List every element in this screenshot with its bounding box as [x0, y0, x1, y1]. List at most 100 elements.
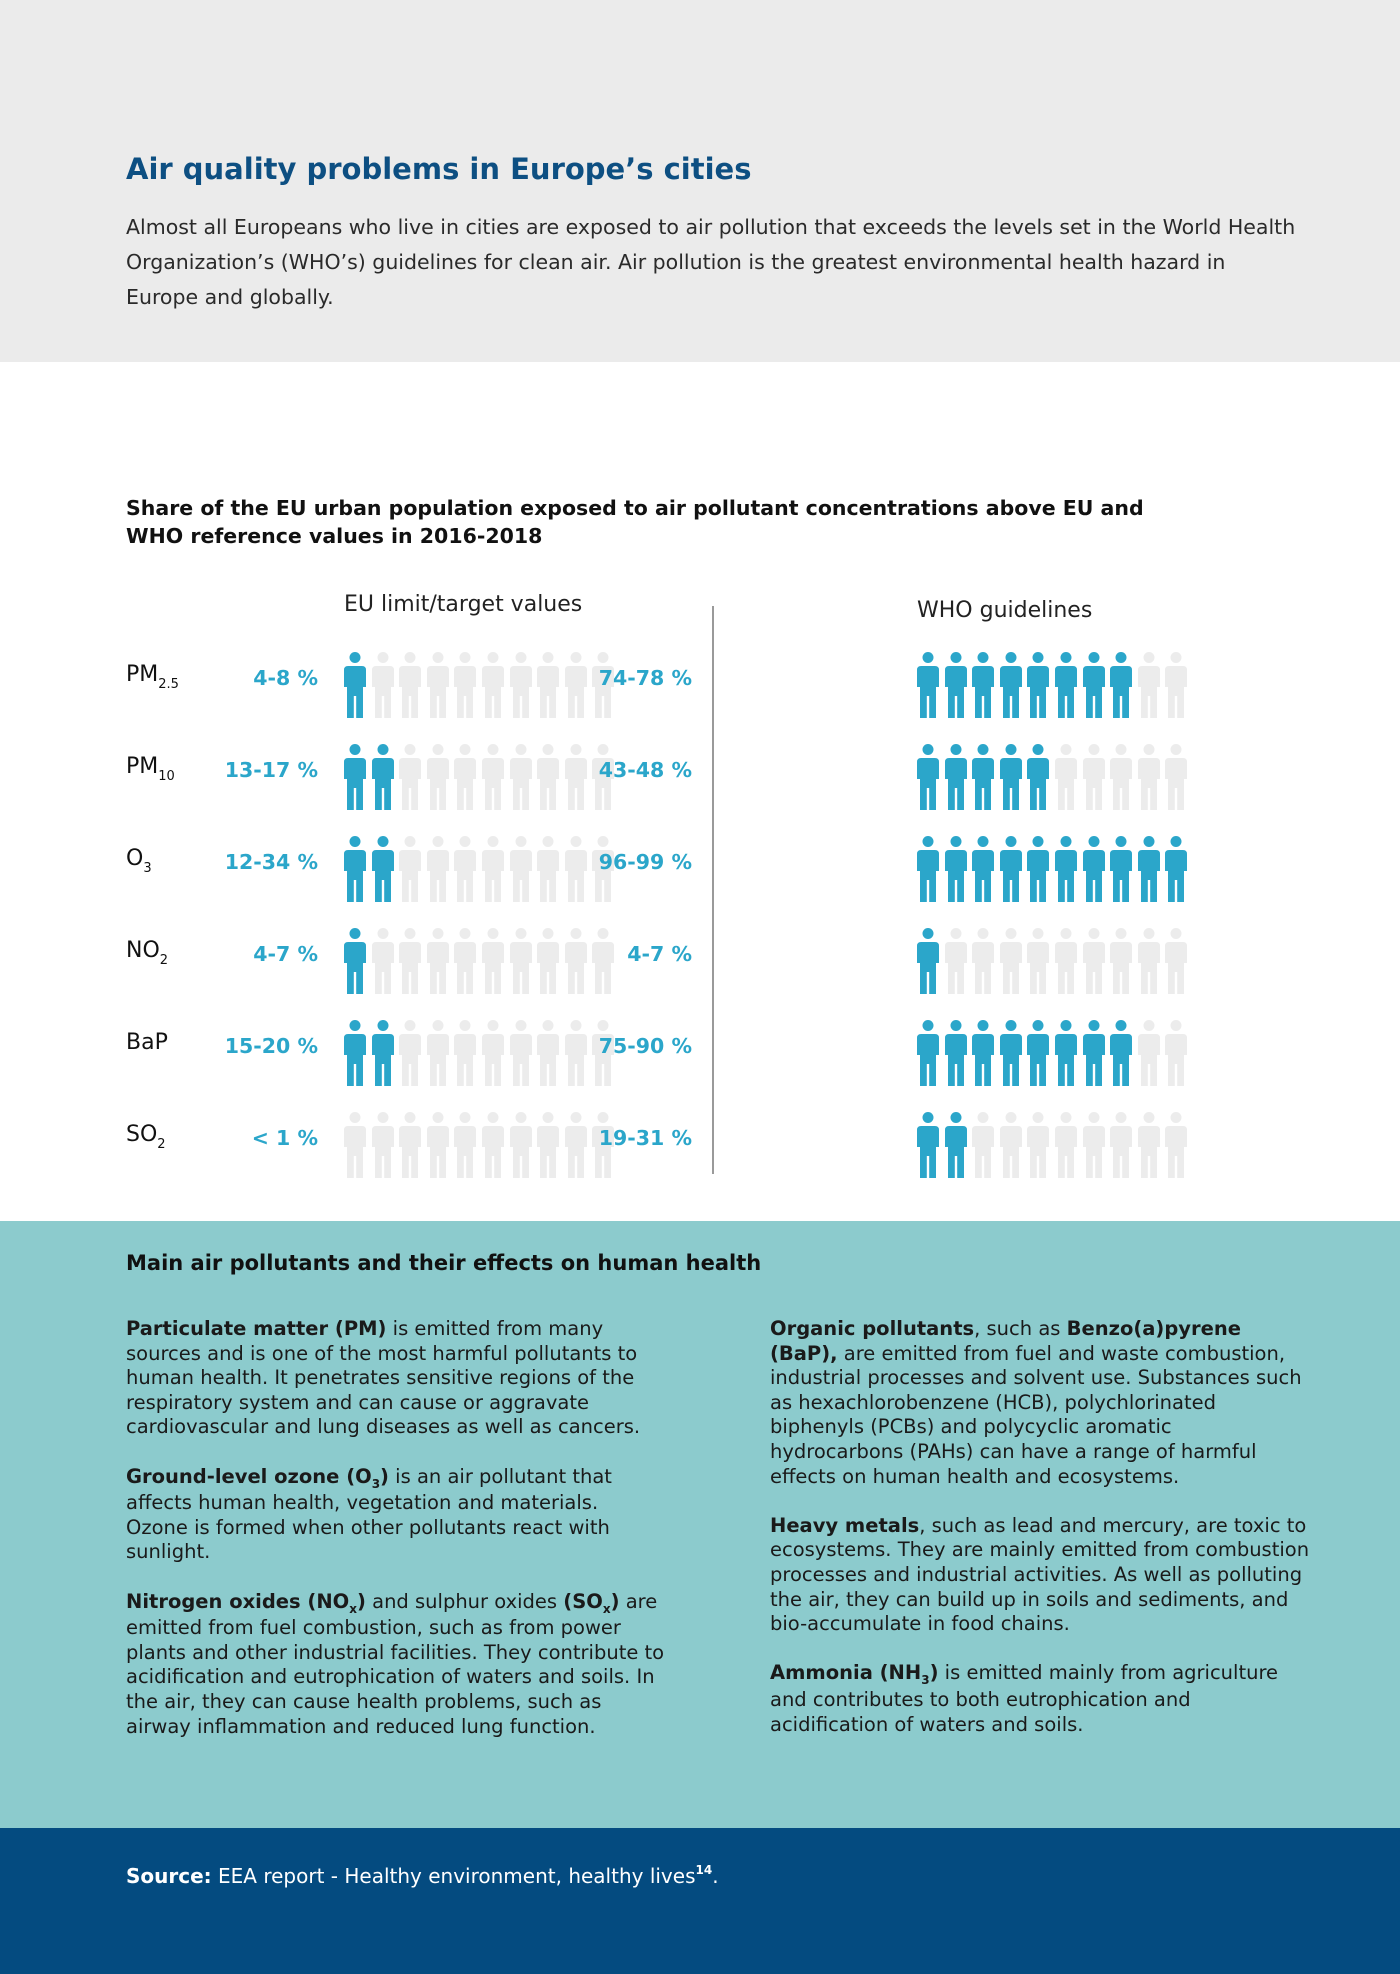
pollutants-section: Main air pollutants and their effects on…: [0, 1221, 1400, 1828]
person-icon-filled: [944, 1112, 967, 1178]
person-icon-empty: [371, 928, 394, 994]
person-icon-empty: [1110, 1112, 1133, 1178]
person-icon-filled: [1165, 836, 1188, 902]
person-icon-filled: [1110, 836, 1133, 902]
person-icon-filled: [999, 744, 1022, 810]
person-icon-empty: [1082, 928, 1105, 994]
who-column-heading: WHO guidelines: [917, 598, 1093, 623]
person-icon-filled: [1054, 836, 1077, 902]
person-icon-empty: [592, 744, 615, 810]
person-icon-empty: [1165, 928, 1188, 994]
person-icon-empty: [1165, 1112, 1188, 1178]
pollutant-label: BaP: [126, 1030, 168, 1055]
metals-paragraph: Heavy metals, such as lead and mercury, …: [770, 1513, 1310, 1636]
who-person-icons: [917, 928, 1188, 994]
person-icon-empty: [537, 1020, 560, 1086]
person-icon-empty: [564, 836, 587, 902]
nox-paragraph: Nitrogen oxides (NOx) and sulphur oxides…: [126, 1589, 665, 1738]
person-icon-filled: [944, 744, 967, 810]
who-person-icons: [917, 1020, 1188, 1086]
person-icon-empty: [399, 928, 422, 994]
person-icon-filled: [917, 1112, 939, 1178]
person-icon-empty: [592, 1112, 615, 1178]
ozone-paragraph: Ground-level ozone (O3) is an air pollut…: [126, 1464, 612, 1564]
person-icon-filled: [972, 836, 995, 902]
person-icon-empty: [399, 1020, 422, 1086]
person-icon-filled: [999, 652, 1022, 718]
eu-column-heading: EU limit/target values: [344, 592, 583, 617]
person-icon-filled: [344, 652, 366, 718]
person-icon-filled: [1110, 652, 1133, 718]
person-icon-empty: [1082, 744, 1105, 810]
person-icon-filled: [1082, 1020, 1105, 1086]
person-icon-filled: [344, 744, 366, 810]
person-icon-filled: [1054, 1020, 1077, 1086]
person-icon-empty: [1054, 1112, 1077, 1178]
person-icon-filled: [917, 652, 939, 718]
who-person-icons: [917, 1112, 1188, 1178]
person-icon-empty: [564, 1020, 587, 1086]
who-person-icons: [917, 836, 1188, 902]
eu-person-icons: [344, 652, 615, 718]
person-icon-empty: [1137, 1020, 1160, 1086]
eu-percentage-label: 13-17 %: [224, 758, 318, 782]
person-icon-filled: [344, 836, 366, 902]
person-icon-empty: [426, 1020, 449, 1086]
pm-paragraph: Particulate matter (PM) is emitted from …: [126, 1317, 641, 1439]
person-icon-filled: [1027, 744, 1050, 810]
intro-band: Air quality problems in Europe’s cities …: [0, 0, 1400, 362]
person-icon-empty: [564, 928, 587, 994]
person-icon-filled: [371, 744, 394, 810]
person-icon-empty: [454, 652, 477, 718]
person-icon-empty: [509, 652, 532, 718]
pollutants-right-column: Organic pollutants, such as Benzo(a)pyre…: [770, 1317, 1310, 1762]
person-icon-empty: [399, 652, 422, 718]
person-icon-empty: [454, 1020, 477, 1086]
person-icon-empty: [999, 1112, 1022, 1178]
eu-percentage-label: 4-8 %: [253, 666, 318, 690]
person-icon-empty: [371, 652, 394, 718]
person-icon-empty: [537, 1112, 560, 1178]
person-icon-empty: [972, 1112, 995, 1178]
pollutant-label: SO2: [126, 1122, 166, 1152]
person-icon-empty: [481, 652, 504, 718]
person-icon-filled: [1137, 836, 1160, 902]
person-icon-empty: [537, 652, 560, 718]
source-line: Source: EEA report - Healthy environment…: [126, 1863, 719, 1888]
person-icon-empty: [454, 836, 477, 902]
pollutants-title: Main air pollutants and their effects on…: [126, 1251, 762, 1275]
person-icon-filled: [944, 836, 967, 902]
who-percentage-label: 96-99 %: [598, 850, 692, 874]
person-icon-empty: [999, 928, 1022, 994]
pollutant-label: NO2: [126, 938, 169, 968]
person-icon-empty: [454, 928, 477, 994]
person-icon-empty: [564, 652, 587, 718]
person-icon-empty: [1027, 928, 1050, 994]
person-icon-empty: [1137, 928, 1160, 994]
person-icon-empty: [399, 744, 422, 810]
person-icon-filled: [972, 1020, 995, 1086]
person-icon-empty: [481, 1020, 504, 1086]
person-icon-empty: [537, 928, 560, 994]
eu-person-icons: [344, 744, 615, 810]
person-icon-filled: [917, 744, 939, 810]
person-icon-empty: [1165, 1020, 1188, 1086]
eu-percentage-label: 4-7 %: [253, 942, 318, 966]
person-icon-empty: [537, 836, 560, 902]
person-icon-filled: [917, 928, 939, 994]
person-icon-empty: [1137, 1112, 1160, 1178]
person-icon-filled: [371, 836, 394, 902]
eu-person-icons: [344, 836, 615, 902]
pollutant-label: PM10: [126, 754, 175, 784]
person-icon-empty: [481, 836, 504, 902]
person-icon-empty: [426, 836, 449, 902]
eu-person-icons: [344, 928, 615, 994]
person-icon-filled: [999, 1020, 1022, 1086]
who-percentage-label: 43-48 %: [598, 758, 692, 782]
person-icon-empty: [509, 1112, 532, 1178]
person-icon-empty: [454, 1112, 477, 1178]
who-percentage-label: 74-78 %: [598, 666, 692, 690]
person-icon-filled: [1027, 652, 1050, 718]
person-icon-filled: [1054, 652, 1077, 718]
person-icon-empty: [1137, 744, 1160, 810]
